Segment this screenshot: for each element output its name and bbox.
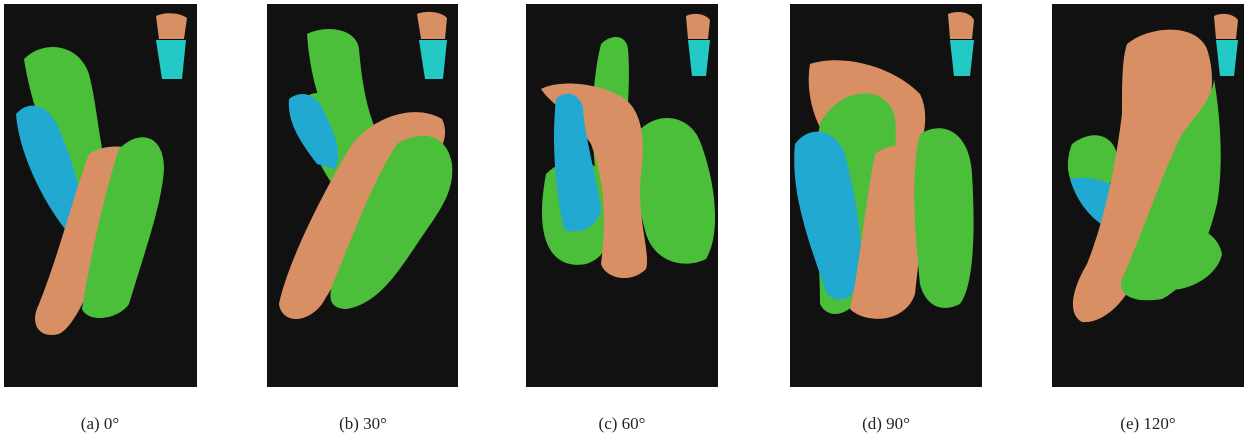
caption: (e) 120° [1120, 414, 1175, 433]
figure: (a) 0° (b) 30° (c) 60° (d) 90° (e) 120° [0, 0, 1259, 441]
panel-render [790, 4, 982, 387]
panel-render [526, 4, 718, 387]
caption: (a) 0° [81, 414, 119, 433]
caption: (d) 90° [862, 414, 910, 433]
caption: (c) 60° [599, 414, 646, 433]
panel-render [267, 4, 458, 387]
panel-render [1052, 4, 1244, 387]
caption: (b) 30° [339, 414, 387, 433]
panel-render [4, 4, 197, 387]
